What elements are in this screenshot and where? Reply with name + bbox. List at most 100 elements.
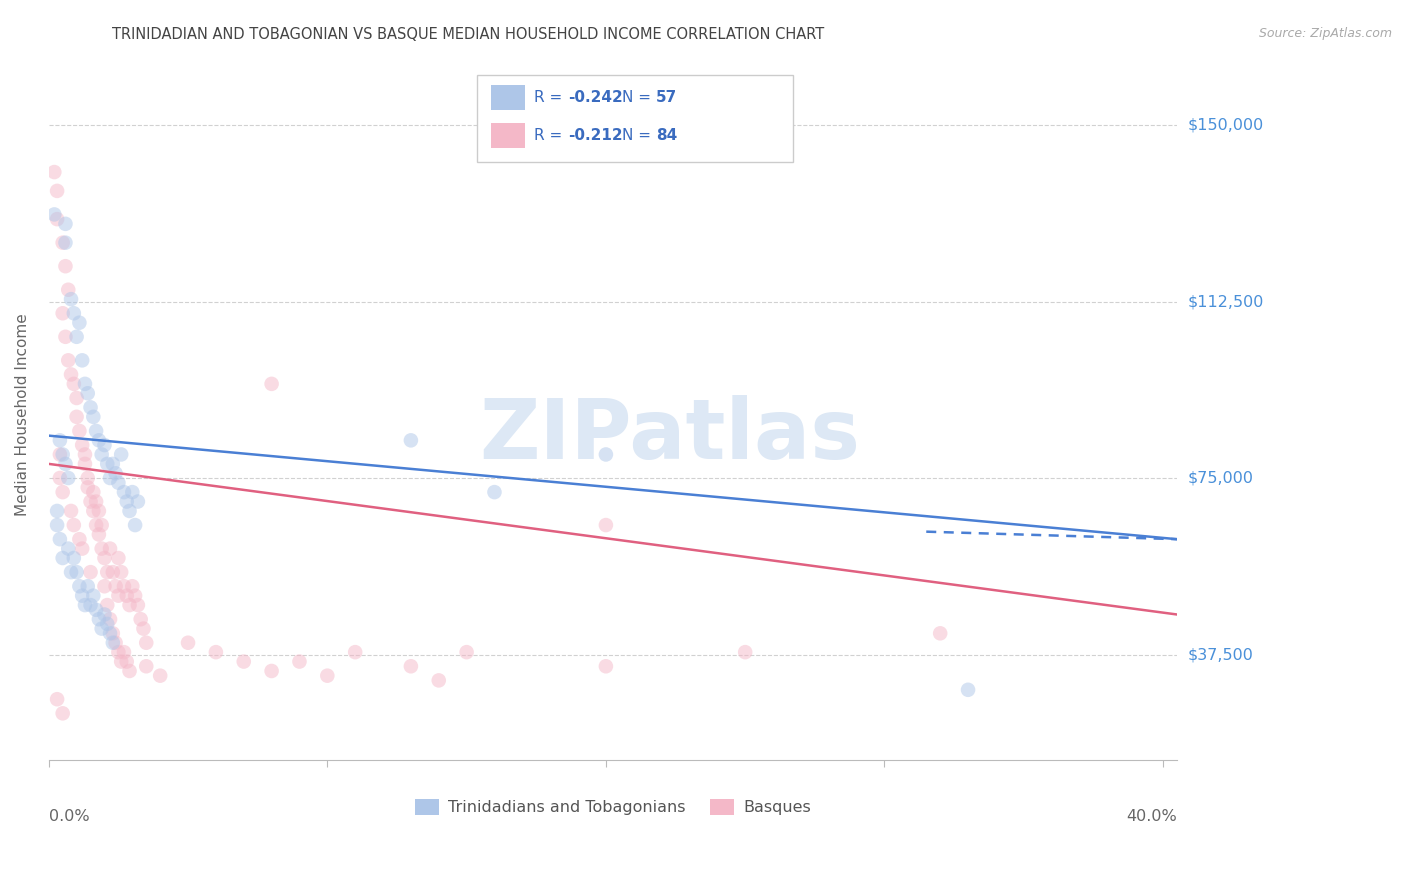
Point xyxy=(70,438,93,452)
Point xyxy=(112,485,135,500)
Point xyxy=(104,579,127,593)
Point xyxy=(58,471,80,485)
Point xyxy=(52,447,75,461)
Point xyxy=(44,207,66,221)
Text: -0.212: -0.212 xyxy=(568,128,623,143)
Point xyxy=(84,424,107,438)
Point xyxy=(93,579,115,593)
Point xyxy=(49,447,72,461)
Point xyxy=(63,518,86,533)
Point xyxy=(93,551,115,566)
Point xyxy=(63,306,86,320)
Point xyxy=(46,692,69,706)
FancyBboxPatch shape xyxy=(491,85,524,110)
Point xyxy=(107,475,129,490)
Point xyxy=(205,645,228,659)
Text: R =: R = xyxy=(534,128,567,143)
Text: 84: 84 xyxy=(655,128,676,143)
Point xyxy=(929,626,952,640)
Point xyxy=(93,607,115,622)
Point xyxy=(135,636,157,650)
Point xyxy=(129,612,152,626)
Point xyxy=(127,598,149,612)
FancyBboxPatch shape xyxy=(478,76,793,162)
Point xyxy=(456,645,478,659)
Point xyxy=(55,457,77,471)
Point xyxy=(260,664,283,678)
Point xyxy=(46,212,69,227)
Text: N =: N = xyxy=(621,128,655,143)
Point xyxy=(124,589,146,603)
Point xyxy=(107,551,129,566)
Point xyxy=(121,579,143,593)
Point xyxy=(101,457,124,471)
Point xyxy=(118,504,141,518)
Point xyxy=(124,518,146,533)
Point xyxy=(79,598,101,612)
Point xyxy=(65,409,87,424)
Point xyxy=(93,438,115,452)
Point xyxy=(104,467,127,481)
Point xyxy=(96,598,118,612)
Point xyxy=(90,447,112,461)
Point xyxy=(58,353,80,368)
Point xyxy=(73,598,96,612)
Text: 40.0%: 40.0% xyxy=(1126,809,1177,824)
Point xyxy=(52,551,75,566)
Point xyxy=(90,541,112,556)
Point xyxy=(82,485,104,500)
Point xyxy=(427,673,450,688)
Text: Source: ZipAtlas.com: Source: ZipAtlas.com xyxy=(1258,27,1392,40)
Point xyxy=(46,184,69,198)
Point xyxy=(87,504,110,518)
Point xyxy=(49,434,72,448)
Point xyxy=(84,603,107,617)
Point xyxy=(399,434,422,448)
Point xyxy=(73,376,96,391)
Point xyxy=(55,330,77,344)
Point xyxy=(344,645,367,659)
Point xyxy=(58,283,80,297)
Point xyxy=(52,485,75,500)
Point xyxy=(84,494,107,508)
Point xyxy=(107,589,129,603)
Text: ZIPatlas: ZIPatlas xyxy=(479,395,860,475)
Point xyxy=(65,391,87,405)
Point xyxy=(63,551,86,566)
Point xyxy=(44,165,66,179)
Point xyxy=(399,659,422,673)
Point xyxy=(127,494,149,508)
Point xyxy=(90,622,112,636)
Text: -0.242: -0.242 xyxy=(568,90,623,105)
Point xyxy=(49,471,72,485)
Point xyxy=(484,485,506,500)
Point xyxy=(110,565,132,579)
Point xyxy=(79,401,101,415)
Point xyxy=(55,235,77,250)
Point xyxy=(46,518,69,533)
Point xyxy=(115,655,138,669)
Point xyxy=(46,504,69,518)
Point xyxy=(115,494,138,508)
Point xyxy=(96,616,118,631)
Point xyxy=(112,579,135,593)
Point xyxy=(70,589,93,603)
Point xyxy=(98,626,121,640)
Point xyxy=(84,518,107,533)
Point xyxy=(101,565,124,579)
Text: R =: R = xyxy=(534,90,567,105)
Point xyxy=(67,579,90,593)
Point xyxy=(87,434,110,448)
Point xyxy=(70,541,93,556)
Point xyxy=(260,376,283,391)
Point xyxy=(82,504,104,518)
Point xyxy=(232,655,254,669)
Point xyxy=(60,292,83,306)
Point xyxy=(52,306,75,320)
Point xyxy=(55,259,77,273)
Point xyxy=(595,518,617,533)
Y-axis label: Median Household Income: Median Household Income xyxy=(15,313,30,516)
Text: 0.0%: 0.0% xyxy=(49,809,90,824)
Point xyxy=(595,659,617,673)
Point xyxy=(60,504,83,518)
